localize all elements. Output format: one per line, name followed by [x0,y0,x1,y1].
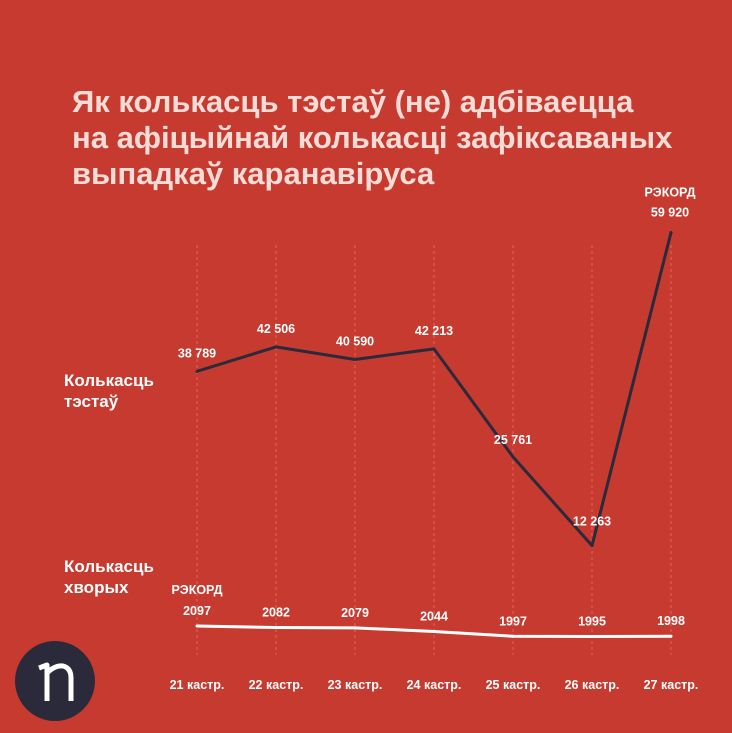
title-line: на афіцыйнай колькасці зафіксаваных [72,120,673,155]
cases-point [432,629,436,633]
cases-data-label: 2082 [262,606,290,620]
x-tick-label: 21 кастр. [170,678,225,692]
record-annotation: РЭКОРД [171,583,222,597]
cases-data-label: 2044 [420,609,448,623]
x-tick-label: 26 кастр. [565,678,620,692]
title-line: выпадкаў каранавіруса [72,156,435,191]
title-line: Як колькасць тэстаў (не) адбіваецца [72,84,634,119]
cases-data-label: 1995 [578,615,606,629]
tests-point [274,345,278,349]
record-annotation: РЭКОРД [644,185,695,199]
cases-point [274,626,278,630]
tests-series-label: Колькасць тэстаў [64,370,154,412]
cases-data-label: 1998 [657,614,685,628]
tests-point [669,230,673,234]
cases-point [511,634,515,638]
logo-glyph [38,662,74,701]
tests-point [511,455,515,459]
n-letter-logo-icon [15,641,95,721]
series-label-line: Колькасць [64,371,154,390]
tests-data-label: 59 920 [651,205,689,219]
tests-point [432,347,436,351]
cases-data-label: 1997 [499,614,527,628]
chart-title: Як колькасць тэстаў (не) адбіваецца на а… [72,84,692,192]
cases-data-label: 2097 [183,604,211,618]
tests-data-label: 12 263 [573,515,611,529]
series-label-line: хворых [64,578,129,597]
series-label-line: тэстаў [64,392,119,411]
cases-data-label: 2079 [341,606,369,620]
cases-point [590,635,594,638]
series-label-line: Колькасць [64,557,154,576]
x-tick-label: 22 кастр. [249,678,304,692]
tests-data-label: 25 761 [494,433,532,447]
cases-point [195,624,199,628]
cases-point [353,626,357,630]
data-labels: 38 789 42 506 40 590 42 213 25 761 12 263 59 9… [171,185,695,628]
tests-data-label: 42 213 [415,324,453,338]
cases-point [669,634,673,638]
tests-point [590,544,594,548]
tests-data-label: 40 590 [336,334,374,348]
x-tick-label: 23 кастр. [328,678,383,692]
series-lines [195,230,673,638]
tests-point [195,369,199,373]
x-tick-label: 24 кастр. [407,678,462,692]
tests-data-label: 42 506 [257,322,295,336]
gridlines [196,245,672,655]
cases-series-label: Колькасць хворых [64,556,154,598]
x-tick-label: 25 кастр. [486,678,541,692]
tests-point [353,357,357,361]
tests-data-label: 38 789 [178,346,216,360]
x-axis-ticks: 21 кастр. 22 кастр. 23 кастр. 24 кастр. 25 к… [170,678,699,692]
x-tick-label: 27 кастр. [644,678,699,692]
